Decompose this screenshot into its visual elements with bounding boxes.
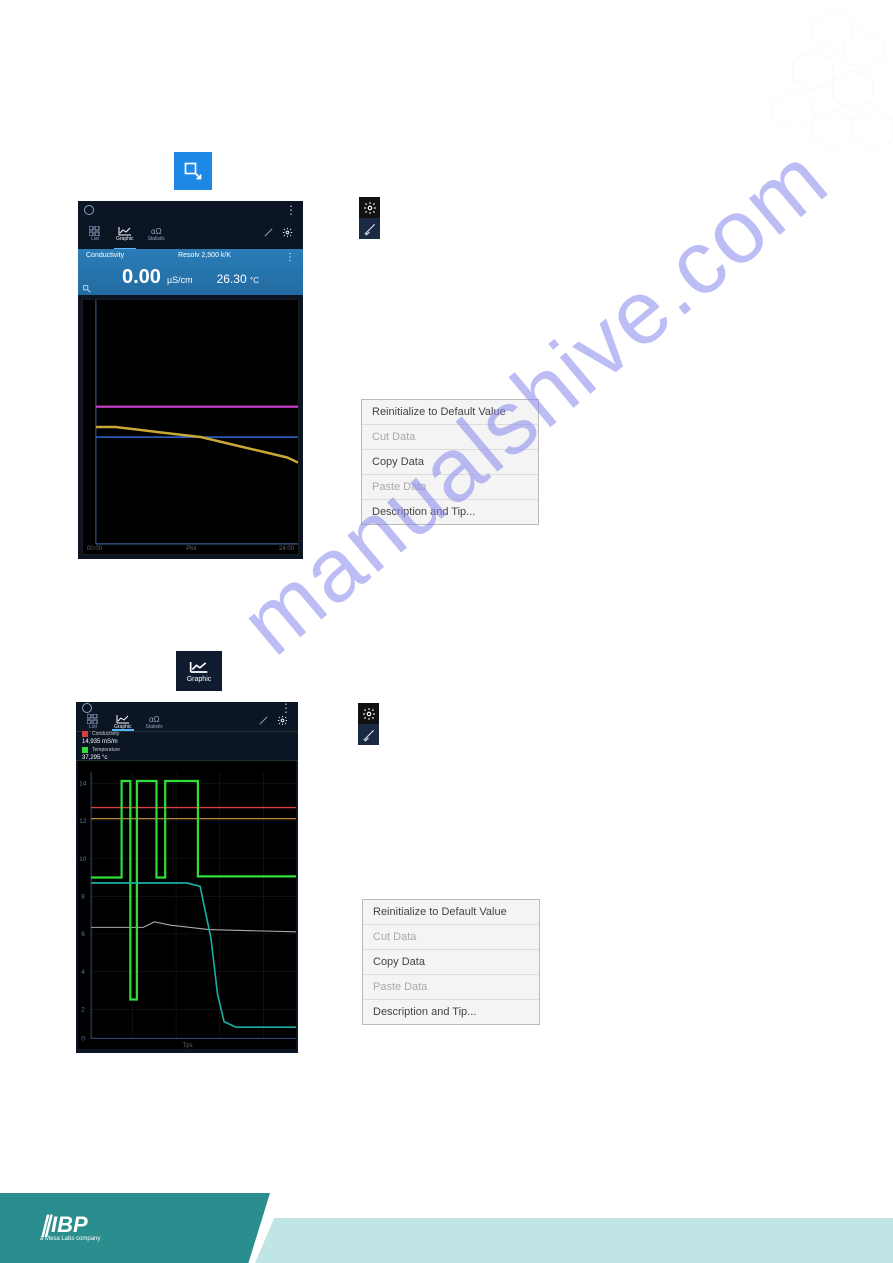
context-menu-1: Reinitialize to Default Value Cut Data C… bbox=[361, 399, 539, 525]
view-tabs-2: List Graphic αΩ Statistic bbox=[76, 714, 298, 731]
enlarge-small-icon[interactable] bbox=[82, 281, 92, 291]
footer-logo: ∥IBP a Mesa Labs company bbox=[40, 1214, 100, 1242]
ctx-cut: Cut Data bbox=[362, 425, 538, 450]
ctx-paste: Paste Data bbox=[362, 475, 538, 500]
app-logo-icon-2 bbox=[82, 703, 92, 713]
tab-graphic[interactable]: Graphic bbox=[116, 226, 134, 242]
multi-chart-screenshot: ⋮ List Graphic αΩ Statistic Cond bbox=[76, 702, 298, 1053]
svg-text:12: 12 bbox=[79, 818, 87, 825]
menu-dots-icon-2[interactable]: ⋮ bbox=[280, 702, 292, 714]
measure-title: Conductivity bbox=[86, 252, 124, 263]
page-footer: ∥IBP a Mesa Labs company bbox=[0, 1183, 893, 1263]
gear-icon[interactable] bbox=[282, 227, 293, 241]
svg-text:10: 10 bbox=[79, 855, 87, 862]
tab-graphic-label: Graphic bbox=[116, 236, 134, 242]
tool-icon-stack-1 bbox=[359, 197, 380, 239]
context-menu-2: Reinitialize to Default Value Cut Data C… bbox=[362, 899, 540, 1025]
info-cond-value: 14,935 mS/m bbox=[82, 739, 292, 745]
tab-list-2[interactable]: List bbox=[86, 714, 100, 730]
conductivity-screenshot: ⋮ List Graphic αΩ Statistic bbox=[78, 201, 303, 559]
measure-unit: µS/cm bbox=[167, 275, 193, 285]
x-label: Plot bbox=[186, 546, 196, 552]
x-tick-right: 24:00 bbox=[279, 546, 294, 552]
ctx2-paste: Paste Data bbox=[363, 975, 539, 1000]
svg-text:8: 8 bbox=[81, 893, 85, 900]
x-tick-left: 00:00 bbox=[87, 546, 102, 552]
ctx-copy[interactable]: Copy Data bbox=[362, 450, 538, 475]
brush-icon-2[interactable] bbox=[258, 715, 269, 729]
hex-decor bbox=[613, 0, 893, 220]
graphic-thumb-label: Graphic bbox=[187, 676, 212, 683]
tool-icon-stack-2 bbox=[358, 703, 379, 745]
view-tabs: List Graphic αΩ Statistic bbox=[78, 219, 303, 249]
tab-statistic-2[interactable]: αΩ Statistic bbox=[146, 714, 164, 730]
app-logo-icon bbox=[84, 205, 94, 215]
clear-brush-icon[interactable] bbox=[359, 218, 380, 239]
conductivity-chart: 00:00 24:00 Plot bbox=[82, 299, 299, 555]
tab-statistic-label: Statistic bbox=[148, 236, 166, 242]
footer-light-bar bbox=[255, 1218, 893, 1263]
app-topbar-2: ⋮ bbox=[76, 702, 298, 714]
svg-text:6: 6 bbox=[81, 931, 85, 938]
tab-list[interactable]: List bbox=[88, 226, 102, 242]
app-topbar: ⋮ bbox=[78, 201, 303, 219]
gear-icon-2[interactable] bbox=[277, 715, 288, 729]
ctx-reinit[interactable]: Reinitialize to Default Value bbox=[362, 400, 538, 425]
footer-teal-bar: ∥IBP a Mesa Labs company bbox=[0, 1193, 270, 1263]
multi-line-chart: 0 2 4 6 8 10 12 14 Tps bbox=[78, 761, 296, 1049]
ctx2-cut: Cut Data bbox=[363, 925, 539, 950]
settings-gear-icon-2[interactable] bbox=[358, 703, 379, 724]
svg-text:0: 0 bbox=[81, 1035, 85, 1042]
tab-statistic[interactable]: αΩ Statistic bbox=[148, 226, 166, 242]
info-temp-label: Temperature bbox=[92, 747, 120, 753]
graphic-tab-thumb: Graphic bbox=[176, 651, 222, 691]
tab-graphic-2[interactable]: Graphic bbox=[114, 714, 132, 730]
brush-icon[interactable] bbox=[263, 227, 274, 241]
measurement-bar: Conductivity Resolv 2,500 k/K ⋮ 0.00 µS/… bbox=[78, 249, 303, 295]
settings-gear-icon[interactable] bbox=[359, 197, 380, 218]
measure-value: 0.00 bbox=[122, 266, 161, 289]
svg-text:2: 2 bbox=[81, 1006, 85, 1013]
clear-brush-icon-2[interactable] bbox=[358, 724, 379, 745]
svg-text:4: 4 bbox=[81, 969, 85, 976]
svg-text:14: 14 bbox=[79, 780, 87, 787]
ctx2-reinit[interactable]: Reinitialize to Default Value bbox=[363, 900, 539, 925]
enlarge-icon bbox=[174, 152, 212, 190]
ctx2-copy[interactable]: Copy Data bbox=[363, 950, 539, 975]
measure-menu-icon[interactable]: ⋮ bbox=[285, 252, 295, 263]
measure-temp: 26.30 °C bbox=[217, 272, 259, 286]
ctx2-desc[interactable]: Description and Tip... bbox=[363, 1000, 539, 1024]
tab-list-label: List bbox=[91, 236, 99, 242]
measure-resolv: Resolv 2,500 k/K bbox=[178, 252, 231, 263]
ctx-desc[interactable]: Description and Tip... bbox=[362, 500, 538, 524]
info-readout: Conductivity 14,935 mS/m Temperature 37,… bbox=[76, 731, 298, 761]
x-label-2: Tps bbox=[183, 1043, 193, 1049]
menu-dots-icon[interactable]: ⋮ bbox=[285, 204, 297, 216]
info-cond-label: Conductivity bbox=[92, 731, 119, 737]
